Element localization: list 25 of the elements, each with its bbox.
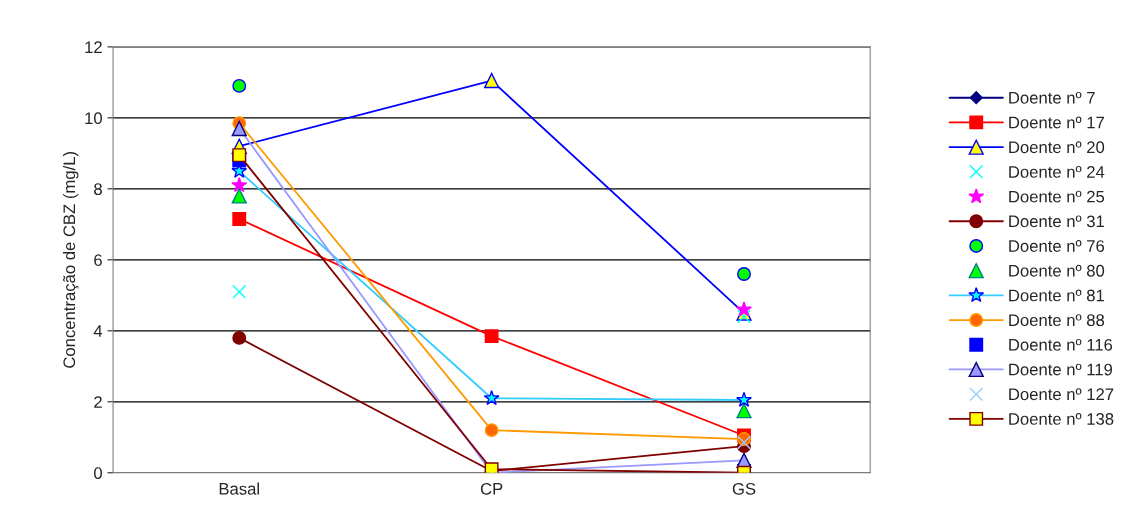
legend-label: Doente nº 31 bbox=[1009, 215, 1104, 228]
legend-label: Doente nº 76 bbox=[1009, 240, 1105, 252]
legend-label: Doente nº 25 bbox=[1009, 190, 1105, 203]
y-tick-label: 2 bbox=[94, 396, 102, 408]
legend-label: Doente nº 119 bbox=[1009, 363, 1113, 376]
x-tick-label: Basal bbox=[219, 482, 259, 495]
y-axis-title: Concentração de CBZ (mg/L) bbox=[62, 152, 79, 368]
legend-label: Doente nº 138 bbox=[1009, 413, 1114, 425]
legend-label: Doente nº 80 bbox=[1009, 264, 1105, 277]
x-tick-label: GS bbox=[732, 482, 756, 495]
legend-label: Doente nº 24 bbox=[1009, 166, 1105, 178]
y-tick-label: 4 bbox=[93, 325, 103, 337]
legend-label: Doente nº 116 bbox=[1009, 338, 1113, 351]
y-tick-label: 0 bbox=[94, 467, 102, 479]
y-tick-label: 8 bbox=[94, 183, 102, 196]
legend-label: Doente nº 127 bbox=[1009, 388, 1114, 401]
legend-label: Doente nº 88 bbox=[1009, 314, 1105, 327]
legend-label: Doente nº 17 bbox=[1009, 116, 1104, 129]
y-tick-label: 6 bbox=[94, 254, 102, 267]
x-tick-label: CP bbox=[480, 482, 503, 495]
legend-label: Doente nº 20 bbox=[1009, 141, 1105, 154]
y-tick-label: 12 bbox=[85, 41, 102, 53]
legend-label: Doente nº 7 bbox=[1009, 91, 1095, 104]
legend-label: Doente nº 81 bbox=[1009, 289, 1104, 302]
y-tick-label: 10 bbox=[85, 112, 102, 125]
